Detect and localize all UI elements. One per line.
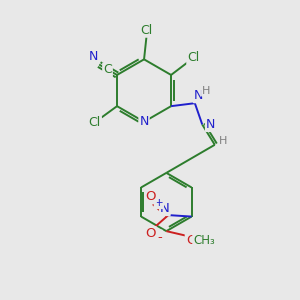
Text: N: N (194, 89, 203, 102)
Text: H: H (202, 86, 210, 96)
Text: O: O (145, 190, 156, 203)
Text: -: - (157, 231, 162, 244)
Text: N: N (89, 50, 98, 63)
Text: Cl: Cl (88, 116, 101, 129)
Text: C: C (103, 63, 112, 76)
Text: CH₃: CH₃ (193, 234, 215, 247)
Text: O: O (186, 234, 196, 247)
Text: N: N (206, 118, 215, 131)
Text: N: N (140, 115, 149, 128)
Text: Cl: Cl (140, 24, 153, 37)
Text: H: H (219, 136, 227, 146)
Text: O: O (145, 227, 156, 240)
Text: N: N (160, 202, 170, 215)
Text: Cl: Cl (187, 51, 200, 64)
Text: +: + (154, 198, 163, 208)
